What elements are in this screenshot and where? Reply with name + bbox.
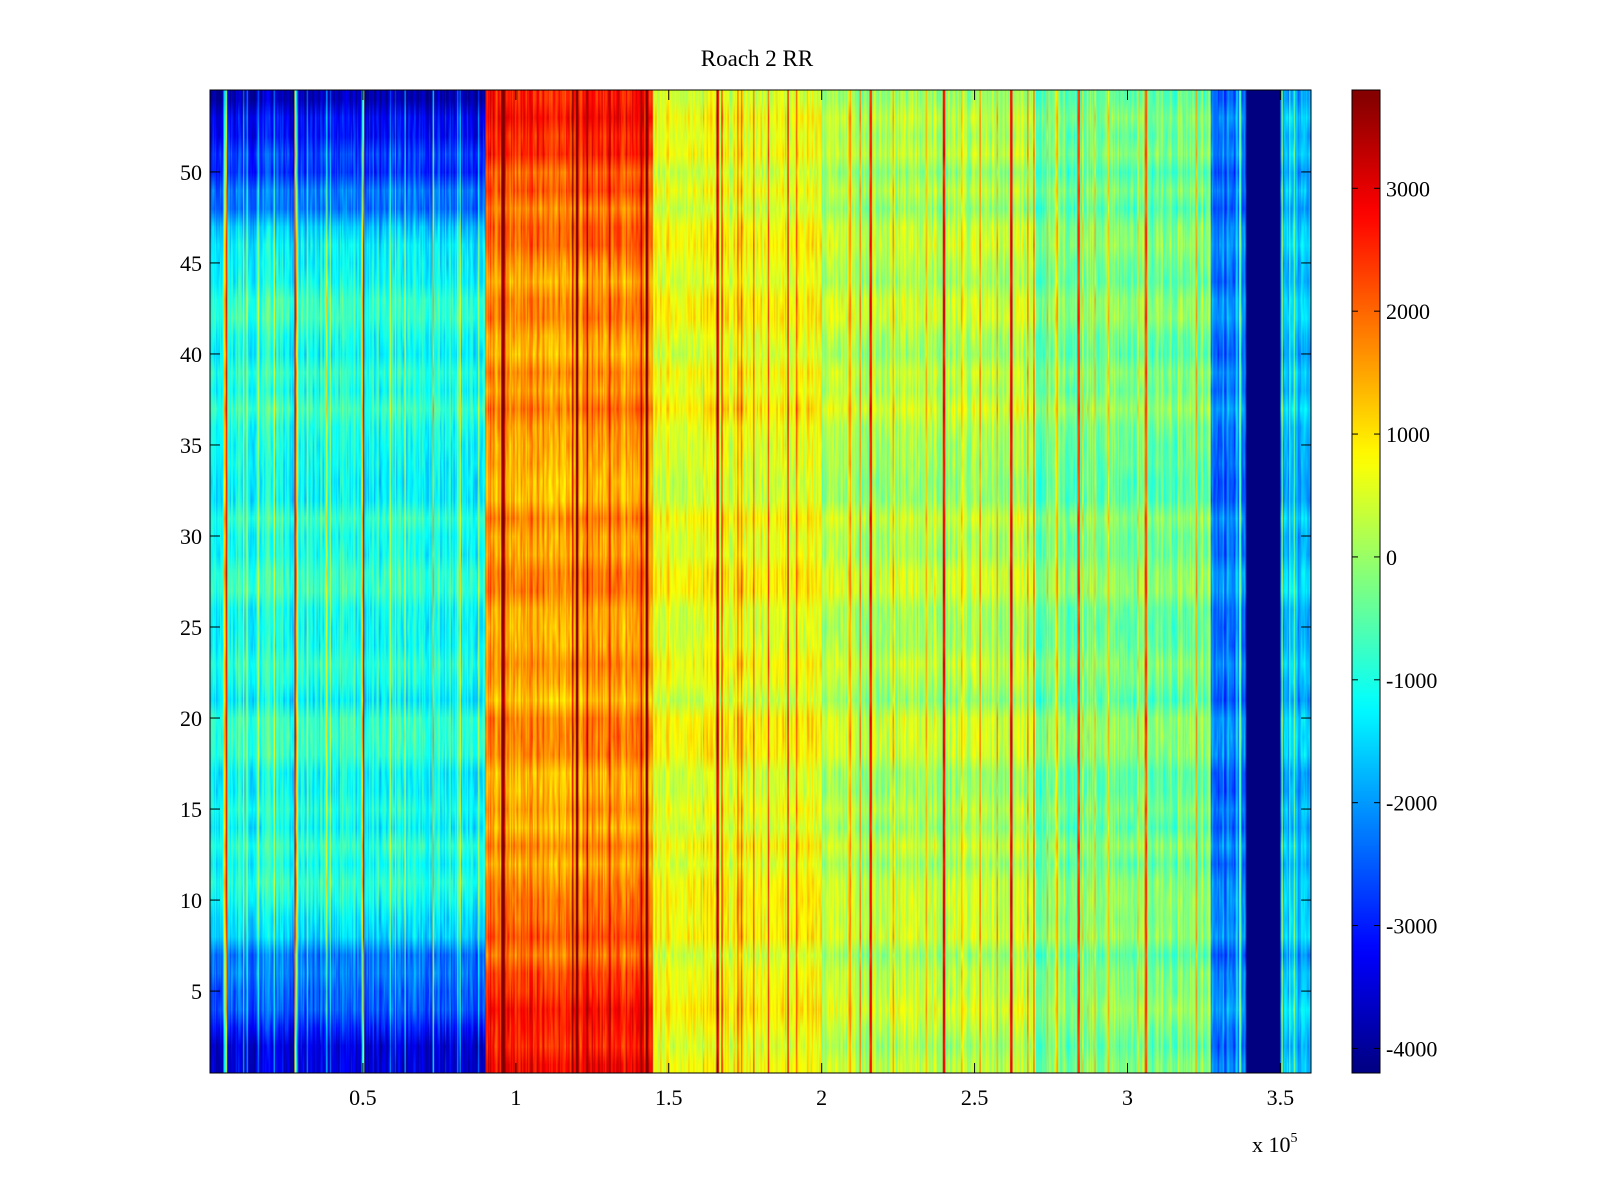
heatmap-plot-area (210, 90, 1311, 1073)
colorbar-tick-label: 1000 (1386, 422, 1430, 447)
colorbar-tick-label: 0 (1386, 545, 1397, 570)
x-tick-label: 2.5 (961, 1085, 989, 1110)
chart-title: Roach 2 RR (701, 46, 814, 71)
y-tick-label: 35 (180, 433, 202, 458)
y-tick-label: 30 (180, 524, 202, 549)
colorbar-tick-label: -3000 (1386, 914, 1437, 939)
y-tick-label: 40 (180, 342, 202, 367)
colorbar-tick-label: -4000 (1386, 1036, 1437, 1061)
heatmap-image (210, 90, 1311, 1073)
colorbar-frame (1351, 89, 1381, 1074)
colorbar-tick-label: 3000 (1386, 176, 1430, 201)
x-tick-label: 0.5 (349, 1085, 377, 1110)
y-tick-label: 10 (180, 888, 202, 913)
colorbar: 3000 2000 1000 0 -1000 -2000 -3000 -4000 (1351, 89, 1437, 1074)
colorbar-gradient (1352, 90, 1380, 1073)
x-tick-label: 1.5 (655, 1085, 683, 1110)
y-tick-label: 15 (180, 797, 202, 822)
y-tick-label: 50 (180, 160, 202, 185)
x-tick-label: 3 (1122, 1085, 1133, 1110)
y-tick-label: 45 (180, 251, 202, 276)
plot-frame (209, 89, 1312, 1074)
colorbar-ticks: 3000 2000 1000 0 -1000 -2000 -3000 -4000 (1352, 176, 1437, 1061)
x-tick-label: 1 (510, 1085, 521, 1110)
x-tick-label: 2 (816, 1085, 827, 1110)
x-tick-label: 3.5 (1267, 1085, 1295, 1110)
y-tick-label: 5 (191, 979, 202, 1004)
x-exponent-label: x 105 (1252, 1131, 1298, 1157)
y-tick-label: 20 (180, 706, 202, 731)
colorbar-tick-label: -2000 (1386, 791, 1437, 816)
y-axis: 5 10 15 20 25 30 35 40 45 50 (180, 160, 1311, 1004)
colorbar-tick-label: 2000 (1386, 299, 1430, 324)
colorbar-tick-label: -1000 (1386, 668, 1437, 693)
y-tick-label: 25 (180, 615, 202, 640)
x-axis: 0.5 1 1.5 2 2.5 3 3.5 (349, 90, 1294, 1110)
